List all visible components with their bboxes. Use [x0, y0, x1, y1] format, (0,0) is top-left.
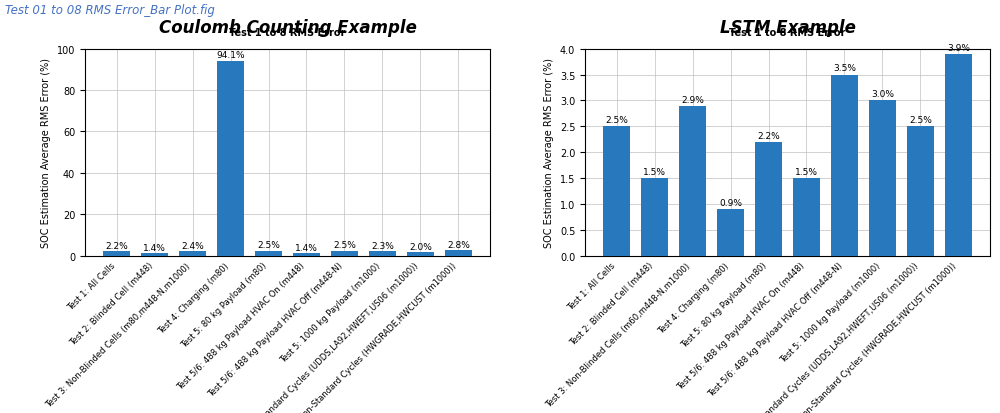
Text: 1.5%: 1.5%: [643, 168, 666, 177]
Text: Test 1 to 8 RMS Error: Test 1 to 8 RMS Error: [229, 28, 346, 38]
Text: 2.8%: 2.8%: [447, 240, 470, 249]
Text: 3.5%: 3.5%: [833, 64, 856, 73]
Bar: [679, 106, 706, 256]
Text: 3.9%: 3.9%: [947, 44, 970, 53]
Bar: [407, 252, 434, 256]
Bar: [293, 253, 320, 256]
Bar: [141, 253, 168, 256]
Text: 2.3%: 2.3%: [371, 241, 394, 250]
Bar: [907, 127, 934, 256]
Text: 2.0%: 2.0%: [409, 242, 432, 251]
Bar: [945, 55, 972, 256]
Bar: [103, 252, 130, 256]
Title: LSTM Example: LSTM Example: [720, 19, 855, 37]
Text: 0.9%: 0.9%: [719, 199, 742, 207]
Text: 2.5%: 2.5%: [333, 241, 356, 250]
Text: 1.5%: 1.5%: [795, 168, 818, 177]
Text: 1.4%: 1.4%: [143, 243, 166, 252]
Bar: [641, 178, 668, 256]
Text: 2.2%: 2.2%: [757, 131, 780, 140]
Text: 1.4%: 1.4%: [295, 243, 318, 252]
Text: 2.5%: 2.5%: [605, 116, 628, 125]
Text: Test 1 to 8 RMS Error: Test 1 to 8 RMS Error: [729, 28, 846, 38]
Bar: [869, 101, 896, 256]
Text: 2.9%: 2.9%: [681, 95, 704, 104]
Bar: [831, 75, 858, 256]
Text: 94.1%: 94.1%: [216, 51, 245, 60]
Y-axis label: SOC Estimation Average RMS Error (%): SOC Estimation Average RMS Error (%): [544, 58, 554, 247]
Text: 3.0%: 3.0%: [871, 90, 894, 99]
Title: Coulomb Counting Example: Coulomb Counting Example: [159, 19, 416, 37]
Text: 2.2%: 2.2%: [105, 242, 128, 250]
Bar: [445, 250, 472, 256]
Text: 2.4%: 2.4%: [181, 241, 204, 250]
Y-axis label: SOC Estimation Average RMS Error (%): SOC Estimation Average RMS Error (%): [41, 58, 51, 247]
Bar: [603, 127, 630, 256]
Bar: [217, 62, 244, 256]
Text: Test 01 to 08 RMS Error_Bar Plot.fig: Test 01 to 08 RMS Error_Bar Plot.fig: [5, 4, 215, 17]
Bar: [179, 251, 206, 256]
Text: 2.5%: 2.5%: [257, 241, 280, 250]
Bar: [793, 178, 820, 256]
Text: 2.5%: 2.5%: [909, 116, 932, 125]
Bar: [255, 251, 282, 256]
Bar: [717, 210, 744, 256]
Bar: [331, 251, 358, 256]
Bar: [755, 142, 782, 256]
Bar: [369, 251, 396, 256]
